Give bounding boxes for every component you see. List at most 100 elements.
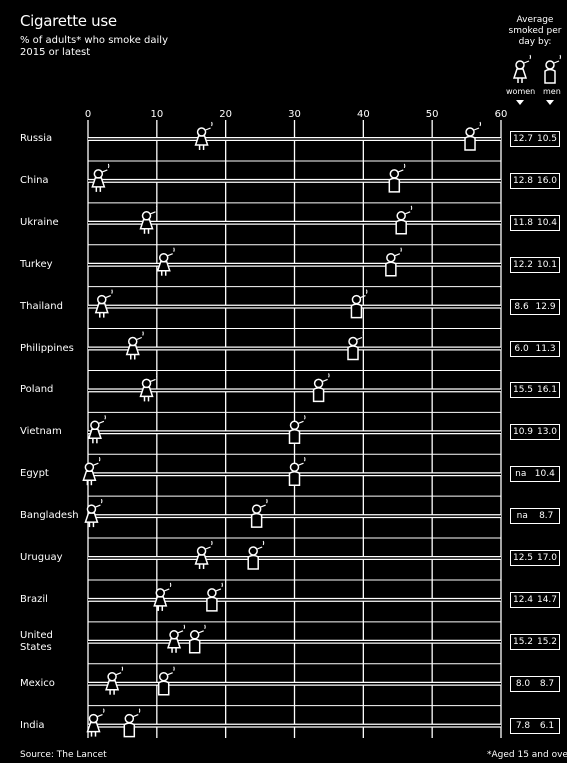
chart-subtitle: % of adults* who smoke daily bbox=[20, 35, 168, 46]
average-women-value: 12.8 bbox=[512, 175, 534, 186]
country-label: Russia bbox=[20, 133, 53, 144]
men-marker bbox=[350, 289, 368, 319]
average-men-value: 16.0 bbox=[536, 175, 558, 186]
x-tick-label: 50 bbox=[426, 109, 439, 120]
men-marker bbox=[157, 666, 175, 696]
x-tick-label: 60 bbox=[495, 109, 508, 120]
average-men-value: 6.1 bbox=[539, 720, 555, 731]
average-women-value: 6.0 bbox=[514, 343, 529, 354]
average-men-value: 13.0 bbox=[536, 427, 558, 438]
women-marker bbox=[82, 456, 101, 486]
source-note: Source: The Lancet bbox=[20, 750, 107, 760]
average-values-box: 12.7 10.5 bbox=[510, 131, 560, 147]
average-values-box: 8.0 8.7 bbox=[510, 675, 560, 692]
legend-men-label: men bbox=[543, 87, 561, 96]
average-values-box: na 8.7 bbox=[510, 508, 560, 525]
chart-title: Cigarette use bbox=[20, 12, 117, 30]
average-women-value: 11.8 bbox=[512, 217, 534, 228]
average-men-value: 8.7 bbox=[539, 678, 555, 689]
average-values-box: 11.8 10.4 bbox=[510, 214, 560, 231]
country-label: United States bbox=[20, 629, 53, 653]
average-values-box: 12.8 16.0 bbox=[510, 172, 560, 189]
average-women-value: 12.4 bbox=[512, 594, 534, 605]
men-marker bbox=[385, 247, 402, 277]
average-women-value: na bbox=[516, 511, 528, 522]
average-women-value: 10.9 bbox=[512, 427, 534, 438]
average-values-box: 15.2 15.2 bbox=[510, 633, 560, 650]
country-label: Vietnam bbox=[20, 426, 62, 438]
average-values-box: 10.9 13.0 bbox=[510, 424, 560, 441]
men-marker bbox=[123, 708, 141, 738]
country-label: Bangladesh bbox=[20, 510, 79, 522]
country-label: Philippines bbox=[20, 342, 74, 354]
average-values-box: 7.8 6.1 bbox=[510, 717, 560, 734]
average-women-value: 12.2 bbox=[512, 259, 534, 270]
average-values-box: na 10.4 bbox=[510, 466, 560, 483]
average-men-value: 12.9 bbox=[535, 301, 556, 312]
men-marker bbox=[464, 121, 482, 151]
men-marker bbox=[250, 498, 268, 528]
average-women-value: 8.0 bbox=[515, 678, 531, 689]
average-women-value: 12.5 bbox=[512, 553, 534, 563]
women-marker bbox=[105, 666, 124, 695]
men-marker bbox=[288, 456, 306, 486]
women-marker bbox=[139, 373, 158, 402]
men-marker bbox=[247, 540, 265, 570]
average-men-value: 15.2 bbox=[536, 636, 558, 647]
average-men-value: 10.1 bbox=[536, 259, 558, 270]
x-tick-label: 10 bbox=[150, 109, 163, 120]
men-marker bbox=[395, 205, 413, 235]
x-tick-label: 40 bbox=[357, 109, 370, 120]
average-men-value: 10.4 bbox=[534, 469, 555, 480]
men-marker bbox=[206, 582, 223, 612]
average-men-value: 16.1 bbox=[536, 385, 558, 396]
women-marker bbox=[139, 205, 158, 234]
footnote: *Aged 15 and over bbox=[487, 750, 567, 760]
average-men-value: 11.3 bbox=[535, 343, 556, 354]
country-label: Turkey bbox=[20, 258, 53, 270]
average-women-value: 12.7 bbox=[512, 134, 534, 144]
women-marker bbox=[84, 498, 103, 528]
average-values-box: 15.5 16.1 bbox=[510, 382, 560, 399]
average-men-value: 10.4 bbox=[536, 217, 558, 228]
women-marker bbox=[156, 247, 175, 276]
average-men-value: 17.0 bbox=[536, 553, 558, 563]
x-tick-label: 30 bbox=[288, 109, 301, 120]
average-values-box: 12.5 17.0 bbox=[510, 550, 560, 566]
average-women-value: na bbox=[515, 469, 527, 480]
country-label: China bbox=[20, 174, 49, 186]
x-tick-label: 0 bbox=[85, 109, 91, 120]
women-marker bbox=[125, 331, 144, 360]
country-label: Poland bbox=[20, 384, 54, 396]
average-men-value: 10.5 bbox=[536, 134, 558, 144]
country-label: Brazil bbox=[20, 593, 48, 605]
average-header: Average smoked per day by: bbox=[508, 15, 562, 47]
average-values-box: 12.2 10.1 bbox=[510, 256, 560, 273]
legend-men-pointer bbox=[546, 100, 554, 105]
country-label: Ukraine bbox=[20, 216, 59, 228]
average-women-value: 7.8 bbox=[515, 720, 531, 731]
men-marker bbox=[388, 163, 406, 193]
country-label: Egypt bbox=[20, 468, 49, 480]
men-marker bbox=[188, 624, 206, 654]
men-marker bbox=[312, 373, 330, 403]
women-marker bbox=[87, 415, 106, 444]
women-marker bbox=[167, 624, 186, 653]
women-marker bbox=[194, 540, 213, 569]
x-tick-label: 20 bbox=[219, 109, 232, 120]
men-marker bbox=[347, 331, 365, 361]
average-values-box: 6.0 11.3 bbox=[510, 340, 560, 357]
country-label: Thailand bbox=[20, 300, 63, 312]
country-label: Uruguay bbox=[20, 552, 63, 563]
average-women-value: 8.6 bbox=[514, 301, 529, 312]
legend-women-pointer bbox=[516, 100, 524, 105]
average-values-box: 12.4 14.7 bbox=[510, 591, 560, 608]
country-label: Mexico bbox=[20, 677, 55, 689]
women-marker bbox=[86, 708, 105, 737]
legend-women-label: women bbox=[506, 87, 536, 96]
average-men-value: 14.7 bbox=[536, 594, 558, 605]
women-marker bbox=[94, 289, 113, 318]
chart-subtitle-year: 2015 or latest bbox=[20, 47, 91, 58]
average-women-value: 15.2 bbox=[512, 636, 534, 647]
